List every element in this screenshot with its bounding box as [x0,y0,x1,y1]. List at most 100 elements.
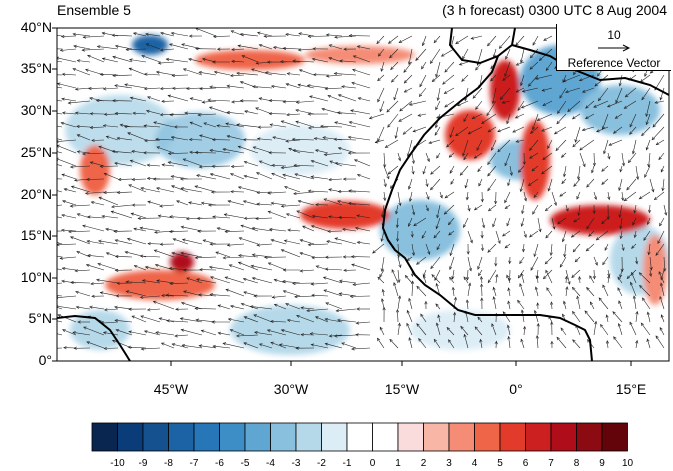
wind-vector [270,342,287,349]
wind-vector-head [647,163,651,168]
wind-vector [517,100,525,111]
wind-vector-head [44,160,47,162]
wind-vector-head [255,107,259,111]
wind-vector-head [326,240,330,244]
wind-vector [603,139,609,154]
wind-vector-head [419,83,423,88]
wind-vector-head [292,59,296,63]
wind-vector-head [62,329,66,333]
wind-vector [182,239,203,245]
wind-vector-head [287,228,291,232]
wind-vector [646,113,651,125]
wind-vector [618,323,623,336]
wind-vector [578,204,581,216]
wind-vector-head [63,188,68,192]
wind-vector [377,74,385,81]
wind-vector-head [411,160,415,165]
wind-vector-head [72,331,76,335]
wind-vector [325,268,343,271]
wind-vector [404,74,413,84]
wind-vector-head [85,263,90,267]
wind-vector-head [229,173,234,177]
wind-vector-head [222,256,227,260]
wind-vector-head [48,347,51,350]
wind-vector [146,43,161,50]
wind-vector-head [504,245,509,249]
wind-vector-head [646,311,650,316]
wind-vector-head [153,249,158,253]
wind-vector [254,331,273,336]
wind-vector-head [197,229,201,233]
wind-vector-head [337,318,341,322]
wind-vector [497,126,511,132]
wind-vector-head [286,113,290,117]
wind-vector [62,112,77,115]
wind-vector [532,113,539,130]
wind-vector-head [194,306,199,311]
wind-vector [418,113,427,116]
wind-vector-head [468,282,472,287]
wind-vector-head [211,320,215,324]
wind-vector-head [398,40,403,43]
wind-vector [87,55,105,63]
wind-vector-head [550,321,554,325]
wind-vector [57,305,77,310]
wind-vector [188,58,203,63]
wind-vector [544,256,553,265]
wind-vector-head [253,294,257,298]
wind-vector [575,126,581,143]
wind-vector-head [377,337,381,342]
wind-vector-head [517,169,522,173]
wind-vector [464,87,469,101]
wind-vector-head [357,97,362,101]
wind-vector [146,110,161,115]
wind-vector [132,112,147,115]
wind-vector-head [321,107,325,111]
wind-vector-head [644,73,648,77]
wind-vector [338,191,357,193]
wind-vector-head [125,48,129,52]
wind-vector-head [491,147,494,151]
wind-vector-head [114,254,119,259]
wind-vector-head [82,35,87,39]
wind-vector-head [463,118,467,123]
wind-vector [244,175,259,180]
wind-vector [285,139,301,142]
wind-vector-head [309,332,314,336]
wind-vector-head [520,105,525,109]
wind-vector [311,344,329,349]
wind-vector [284,240,301,245]
wind-vector-head [279,60,284,64]
wind-vector-head [572,143,576,148]
wind-vector-head [251,277,256,281]
wind-vector-head [252,85,256,89]
wind-vector-head [169,230,173,234]
wind-vector-head [112,99,116,103]
wind-vector-head [649,70,654,74]
wind-vector-head [443,90,448,94]
colorbar-label: 5 [497,458,503,469]
wind-vector-head [416,323,420,327]
lat-label: 30°N [20,102,52,118]
wind-vector [593,269,595,279]
wind-vector-head [382,306,386,311]
wind-vector [379,269,385,278]
wind-vector-head [70,280,74,285]
wind-vector-head [651,136,656,141]
wind-vector-head [528,83,532,87]
wind-vector [251,68,273,76]
wind-vector [244,161,259,167]
wind-vector [383,191,386,201]
wind-vector [226,85,245,89]
wind-vector-head [593,104,597,108]
wind-vector-head [606,104,611,108]
wind-vector [293,165,315,167]
wind-vector [419,87,427,97]
wind-vector [391,74,399,83]
wind-vector-head [273,278,278,282]
wind-vector [147,164,161,167]
wind-vector [659,327,665,336]
wind-vector [57,255,63,258]
wind-vector-head [196,278,200,282]
wind-vector-head [523,234,527,238]
